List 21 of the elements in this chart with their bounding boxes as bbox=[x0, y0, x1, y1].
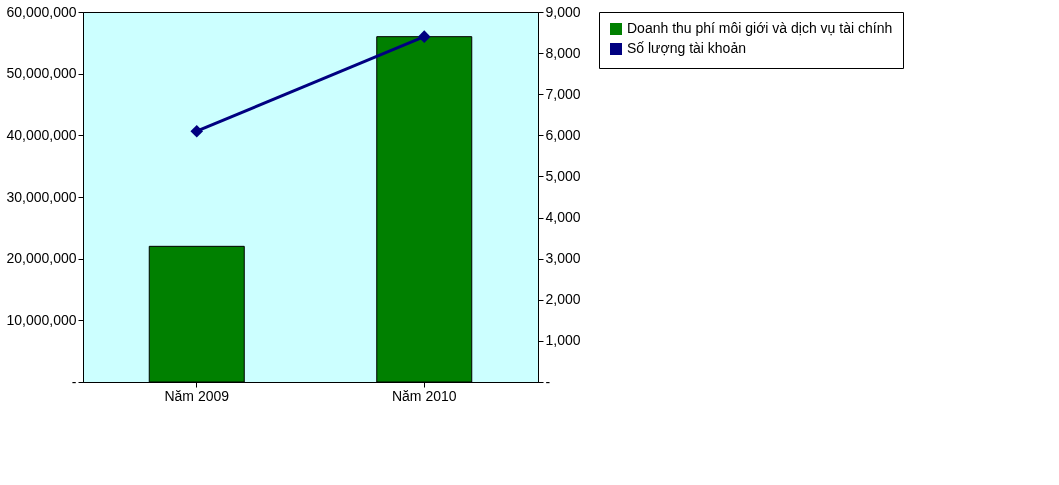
y2-tick-label: 4,000 bbox=[545, 209, 581, 226]
y-tick-label: 30,000,000 bbox=[6, 188, 77, 205]
y2-tick-label: 6,000 bbox=[545, 126, 581, 143]
y-tick-label: 60,000,000 bbox=[6, 3, 77, 20]
y-tick-label: 40,000,000 bbox=[6, 126, 77, 143]
y2-tick-label: 5,000 bbox=[545, 167, 581, 184]
y2-tick-label: 3,000 bbox=[545, 250, 581, 267]
x-tick-label: Năm 2009 bbox=[164, 387, 230, 404]
legend-label: Doanh thu phí môi giới và dịch vụ tài chính bbox=[627, 20, 893, 36]
y2-tick-label: 7,000 bbox=[545, 85, 581, 102]
legend-label: Số lượng tài khoản bbox=[627, 40, 746, 56]
y-tick-label: 10,000,000 bbox=[6, 311, 77, 328]
y2-tick-label: - bbox=[545, 373, 551, 390]
y2-tick-label: 2,000 bbox=[545, 291, 581, 308]
x-tick-label: Năm 2010 bbox=[391, 387, 457, 404]
y2-tick-label: 8,000 bbox=[545, 44, 581, 61]
y-tick-label: 20,000,000 bbox=[6, 250, 77, 267]
y-tick-label: - bbox=[71, 373, 77, 390]
y-tick-label: 50,000,000 bbox=[6, 65, 77, 82]
y2-tick-label: 9,000 bbox=[545, 3, 581, 20]
y2-tick-label: 1,000 bbox=[545, 332, 581, 349]
